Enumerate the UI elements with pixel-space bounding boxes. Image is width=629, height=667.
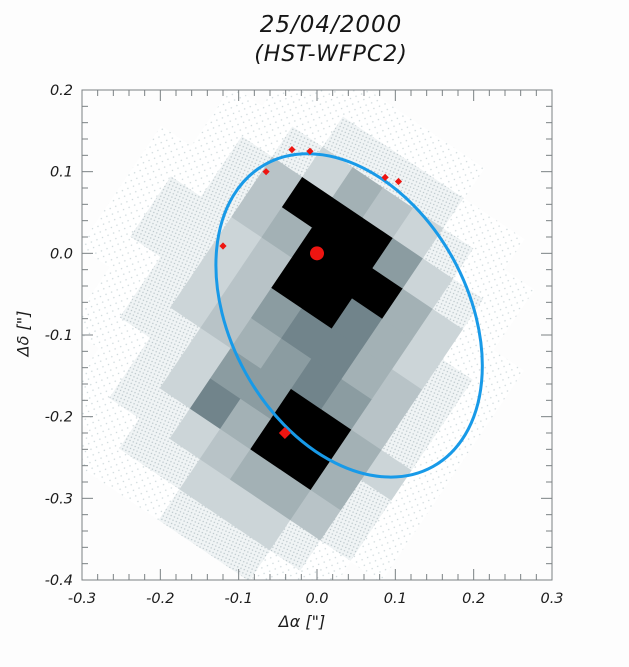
y-axis-label: Δδ ["] bbox=[13, 310, 33, 357]
hst-image-layer bbox=[82, 90, 535, 580]
plot-title-date: 25/04/2000 bbox=[259, 12, 403, 38]
astrometric-point bbox=[381, 173, 389, 181]
y-tick-label: 0.1 bbox=[50, 165, 73, 181]
y-tick-label: -0.2 bbox=[45, 410, 73, 426]
axes-frame bbox=[81, 89, 553, 581]
data-points bbox=[219, 146, 403, 439]
astrometric-point bbox=[306, 147, 314, 155]
x-tick-label: -0.1 bbox=[225, 591, 253, 607]
hst-image-pixel bbox=[249, 550, 301, 580]
x-tick-label: -0.3 bbox=[68, 591, 96, 607]
y-tick-label: -0.1 bbox=[45, 328, 73, 344]
tick-labels: -0.3 -0.2 -0.1 0.0 0.1 0.2 0.3 0.2 0.1 0.0 -0.1 -0.… bbox=[45, 83, 564, 607]
x-tick-label: 0.0 bbox=[305, 591, 328, 607]
y-tick-label: 0.0 bbox=[50, 246, 73, 262]
plot-title-instrument: (HST-WFPC2) bbox=[254, 42, 408, 67]
primary-star-marker bbox=[310, 246, 324, 261]
y-tick-label: -0.3 bbox=[45, 491, 73, 507]
x-tick-label: 0.1 bbox=[384, 591, 407, 607]
hst-image-pixel bbox=[350, 530, 402, 580]
y-tick-label: 0.2 bbox=[50, 83, 73, 99]
x-tick-label: 0.2 bbox=[462, 591, 485, 607]
x-tick-label: 0.3 bbox=[540, 591, 563, 607]
astrometric-point bbox=[394, 177, 403, 186]
astrometric-point bbox=[262, 168, 270, 176]
astrometric-point bbox=[288, 146, 296, 154]
orbit-ellipse bbox=[214, 152, 484, 479]
y-tick-label: -0.4 bbox=[45, 573, 73, 589]
hst-pixel-grid bbox=[82, 90, 535, 580]
x-axis-label: Δα ["] bbox=[278, 612, 326, 631]
companion-marker bbox=[278, 427, 291, 439]
astrometric-point bbox=[219, 242, 227, 250]
x-tick-label: -0.2 bbox=[146, 591, 174, 607]
